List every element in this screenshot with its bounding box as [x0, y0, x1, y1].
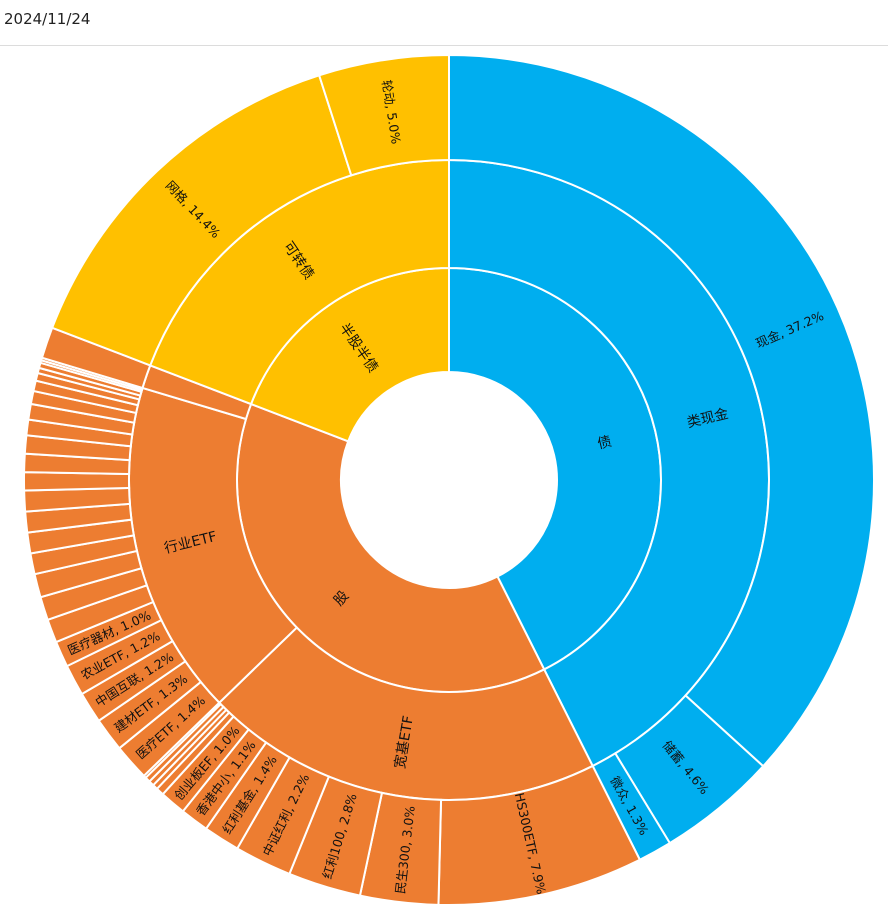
ring3-slice-轮动 [317, 53, 450, 177]
ring3-slice-item1-1-12 [23, 471, 131, 492]
slice-label: 债 [596, 434, 613, 453]
ring3-slice-现金 [448, 53, 875, 768]
date-label: 2024/11/24 [4, 10, 91, 28]
header-bar: 2024/11/24 [0, 0, 888, 46]
